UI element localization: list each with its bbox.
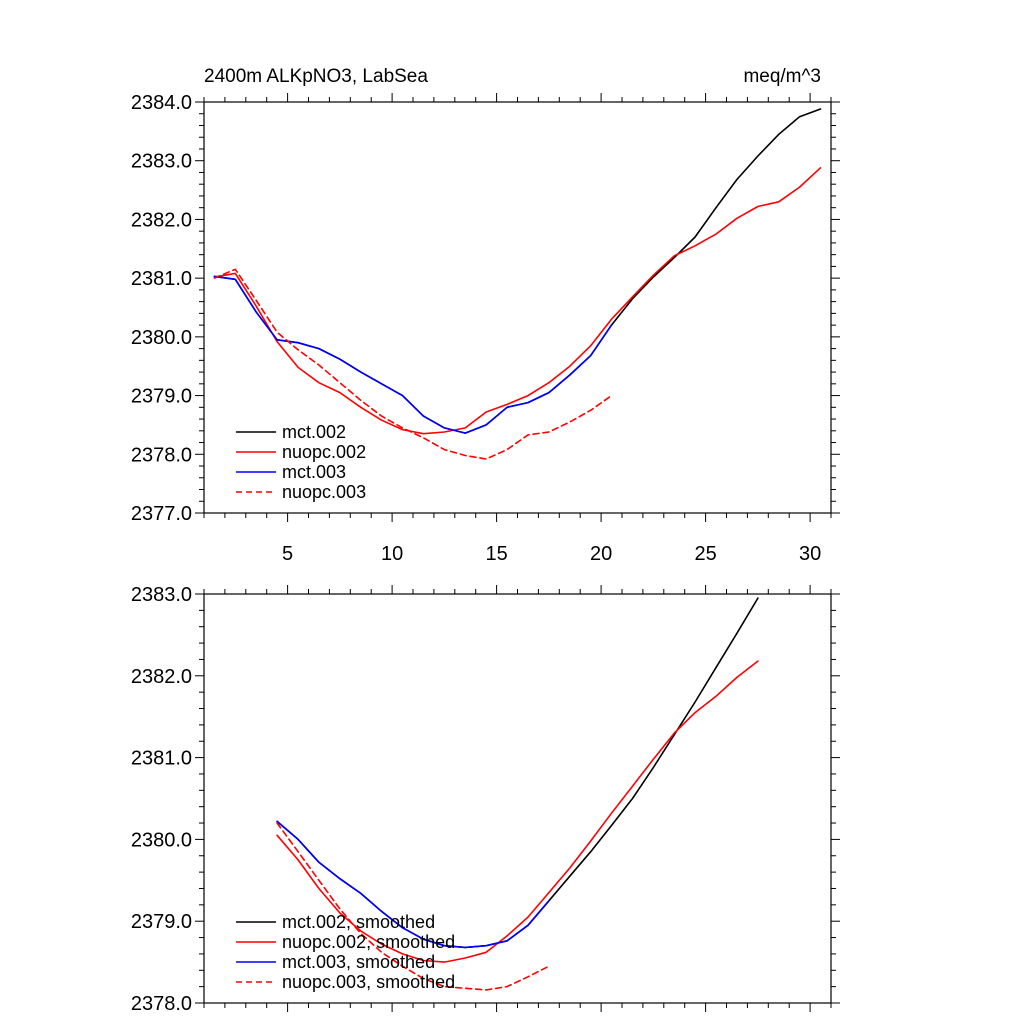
y-tick-label: 2383.0 xyxy=(131,151,192,173)
y-tick-label: 2377.0 xyxy=(131,503,192,525)
bottom-panel-ticks: 2378.0 2379.0 2380.0 2381.0 2382.0 2383.0 xyxy=(131,584,840,1015)
y-tick-label: 2381.0 xyxy=(131,268,192,290)
y-tick-label: 2379.0 xyxy=(131,911,192,933)
y-tick-label: 2378.0 xyxy=(131,444,192,466)
series-line-1 xyxy=(276,660,759,963)
legend-label: mct.003 xyxy=(282,462,346,482)
chart-title-left: 2400m ALKpNO3, LabSea xyxy=(204,66,428,87)
legend-label: nuopc.002, smoothed xyxy=(282,932,455,952)
top-panel-frame xyxy=(203,101,832,514)
series-line-0 xyxy=(213,108,822,434)
y-tick-label: 2380.0 xyxy=(131,829,192,851)
series-line-1 xyxy=(213,167,822,435)
legend-label: mct.002, smoothed xyxy=(282,912,435,932)
series-line-2 xyxy=(213,275,613,434)
x-tick-label: 30 xyxy=(799,543,821,565)
x-tick-label: 25 xyxy=(694,543,716,565)
x-tick-label: 15 xyxy=(485,543,507,565)
x-tick-label: 5 xyxy=(282,543,293,565)
top-panel: 2400m ALKpNO3, LabSea meq/m^3 5 10 15 20 25 3… xyxy=(131,66,840,565)
top-panel-ticks: 5 10 15 20 25 30 2377.0 2378.0 2379.0 2380.0 2381.… xyxy=(131,92,840,565)
y-tick-label: 2384.0 xyxy=(131,92,192,114)
legend-label: mct.002 xyxy=(282,422,346,442)
series-line-0 xyxy=(276,597,759,949)
top-panel-series xyxy=(213,108,822,460)
y-tick-label: 2381.0 xyxy=(131,748,192,770)
chart-title-right: meq/m^3 xyxy=(743,66,821,87)
bottom-panel-frame xyxy=(203,593,832,1004)
y-tick-label: 2383.0 xyxy=(131,584,192,606)
series-line-3 xyxy=(276,822,550,991)
bottom-panel-series xyxy=(276,597,759,991)
legend-label: nuopc.002 xyxy=(282,442,366,462)
y-tick-label: 2378.0 xyxy=(131,993,192,1015)
y-tick-label: 2379.0 xyxy=(131,386,192,408)
series-line-3 xyxy=(213,268,613,460)
series-line-2 xyxy=(276,820,550,949)
x-tick-label: 10 xyxy=(381,543,403,565)
y-tick-label: 2382.0 xyxy=(131,209,192,231)
y-tick-label: 2380.0 xyxy=(131,327,192,349)
legend-label: nuopc.003, smoothed xyxy=(282,972,455,992)
bottom-panel: 2378.0 2379.0 2380.0 2381.0 2382.0 2383.0 mct… xyxy=(131,584,840,1015)
x-tick-label: 20 xyxy=(590,543,612,565)
y-tick-label: 2382.0 xyxy=(131,666,192,688)
legend-label: nuopc.003 xyxy=(282,482,366,502)
legend-label: mct.003, smoothed xyxy=(282,952,435,972)
